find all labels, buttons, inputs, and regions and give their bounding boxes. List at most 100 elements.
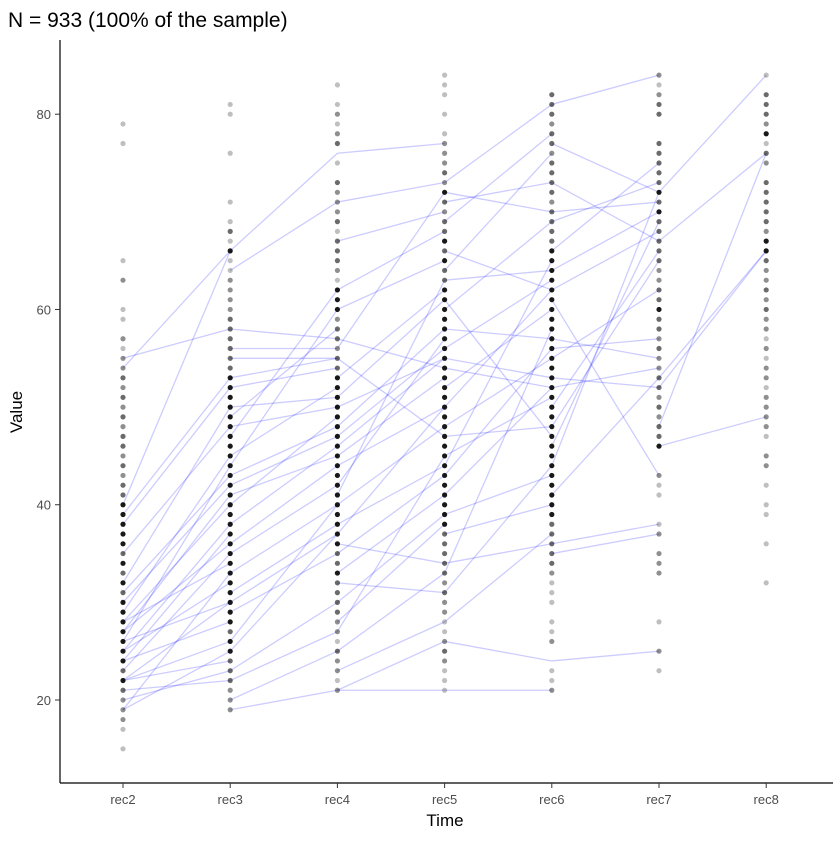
subject-line-segment — [444, 133, 553, 223]
y-tick-label: 60 — [37, 302, 51, 317]
data-point-rec7-67 — [656, 238, 662, 244]
x-tick-label-rec8: rec8 — [754, 792, 779, 807]
subject-line-segment — [444, 299, 553, 437]
data-point-rec5-30 — [442, 599, 448, 605]
data-point-rec3-69 — [227, 219, 233, 225]
subject-line-segment — [551, 289, 660, 359]
subject-line-segment — [122, 553, 231, 672]
data-point-rec4-68 — [334, 228, 340, 234]
subject-line-segment — [444, 103, 553, 184]
subject-line-segment — [122, 621, 231, 662]
data-point-rec6-23 — [549, 668, 555, 674]
data-point-rec5-72 — [442, 189, 448, 195]
y-axis-label: Value — [7, 391, 26, 433]
x-tick-label-rec5: rec5 — [432, 792, 457, 807]
data-point-rec8-54 — [763, 365, 769, 371]
data-point-rec4-52 — [334, 384, 340, 391]
data-point-rec2-51 — [120, 394, 126, 400]
data-point-rec5-29 — [442, 609, 448, 615]
data-point-rec3-63 — [227, 277, 233, 283]
data-point-rec8-42 — [763, 482, 769, 488]
subject-line-segment — [229, 455, 338, 496]
subject-line-segment — [444, 367, 552, 389]
data-point-rec3-26 — [227, 638, 233, 645]
data-point-rec4-81 — [334, 101, 340, 108]
data-point-rec4-35 — [334, 550, 340, 557]
data-point-rec2-59 — [120, 316, 126, 322]
x-tick-label-rec2: rec2 — [110, 792, 135, 807]
data-point-rec3-34 — [227, 560, 233, 566]
data-point-rec4-59 — [334, 316, 340, 322]
subject-line-segment — [444, 308, 553, 389]
data-point-rec5-58 — [442, 326, 448, 332]
data-point-rec2-23 — [120, 668, 126, 674]
subject-line-segment — [337, 494, 445, 574]
data-point-rec8-58 — [763, 326, 769, 332]
data-point-rec8-60 — [763, 306, 769, 313]
data-point-rec2-27 — [120, 629, 126, 635]
data-point-rec3-41 — [227, 492, 233, 498]
data-point-rec5-54 — [442, 365, 448, 371]
data-point-rec4-26 — [334, 638, 340, 645]
subject-line-segment — [337, 377, 445, 457]
data-point-rec2-34 — [120, 560, 126, 566]
subject-line-segment — [122, 523, 231, 652]
subject-line-segment — [229, 650, 338, 701]
subject-line-segment — [229, 416, 338, 506]
subject-line-segment — [229, 387, 338, 457]
subject-line-segment — [229, 504, 338, 574]
subject-line-segment — [551, 211, 660, 271]
data-point-rec4-69 — [334, 219, 340, 225]
data-point-rec5-45 — [442, 453, 448, 459]
subject-line-segment — [444, 474, 553, 516]
data-point-rec3-30 — [227, 599, 233, 605]
subject-line-segment — [551, 162, 660, 252]
data-point-rec4-44 — [334, 463, 340, 469]
data-point-rec5-73 — [442, 179, 448, 186]
data-point-rec3-65 — [227, 258, 233, 264]
subject-line-segment — [444, 289, 553, 408]
data-point-rec5-63 — [442, 277, 448, 283]
data-point-rec5-68 — [442, 228, 448, 234]
data-point-rec4-70 — [334, 209, 340, 215]
data-point-rec7-69 — [656, 219, 662, 225]
subject-line-segment — [122, 465, 231, 642]
data-point-rec7-23 — [656, 668, 662, 674]
data-point-rec8-76 — [763, 150, 769, 156]
data-point-rec2-15 — [120, 746, 126, 752]
data-point-rec5-27 — [442, 629, 448, 635]
data-point-rec4-21 — [334, 687, 340, 693]
data-point-rec3-25 — [227, 648, 233, 654]
data-point-rec4-23 — [334, 668, 340, 674]
data-point-rec6-78 — [549, 131, 555, 137]
data-point-rec7-66 — [656, 248, 662, 254]
subject-line-segment — [551, 650, 660, 662]
data-point-rec4-24 — [334, 658, 340, 664]
data-point-rec7-51 — [656, 394, 662, 400]
data-point-rec2-54 — [120, 365, 126, 371]
data-point-rec4-71 — [334, 199, 340, 205]
data-point-rec4-62 — [334, 287, 340, 293]
data-point-rec4-38 — [334, 521, 340, 527]
subject-line-segment — [336, 289, 446, 379]
data-point-rec4-61 — [334, 297, 340, 303]
data-point-rec2-55 — [120, 355, 126, 361]
data-point-rec3-66 — [227, 248, 233, 254]
subject-line-segment — [336, 299, 446, 398]
subject-line-segment — [551, 299, 660, 476]
data-point-rec4-79 — [334, 121, 340, 127]
x-axis-label: Time — [426, 811, 463, 830]
data-point-rec8-82 — [763, 92, 769, 98]
data-point-rec5-35 — [442, 550, 448, 557]
subject-line-segment — [122, 504, 231, 623]
subject-line-segment — [658, 153, 767, 427]
subject-line-segment — [444, 279, 553, 350]
data-point-rec3-37 — [227, 531, 233, 537]
data-point-rec4-29 — [334, 609, 340, 615]
data-point-rec3-24 — [227, 658, 233, 664]
data-point-rec8-62 — [763, 287, 769, 293]
data-point-rec3-21 — [227, 687, 233, 693]
data-point-rec2-29 — [120, 609, 126, 615]
data-point-rec6-33 — [549, 570, 555, 576]
data-point-rec6-75 — [549, 160, 555, 166]
